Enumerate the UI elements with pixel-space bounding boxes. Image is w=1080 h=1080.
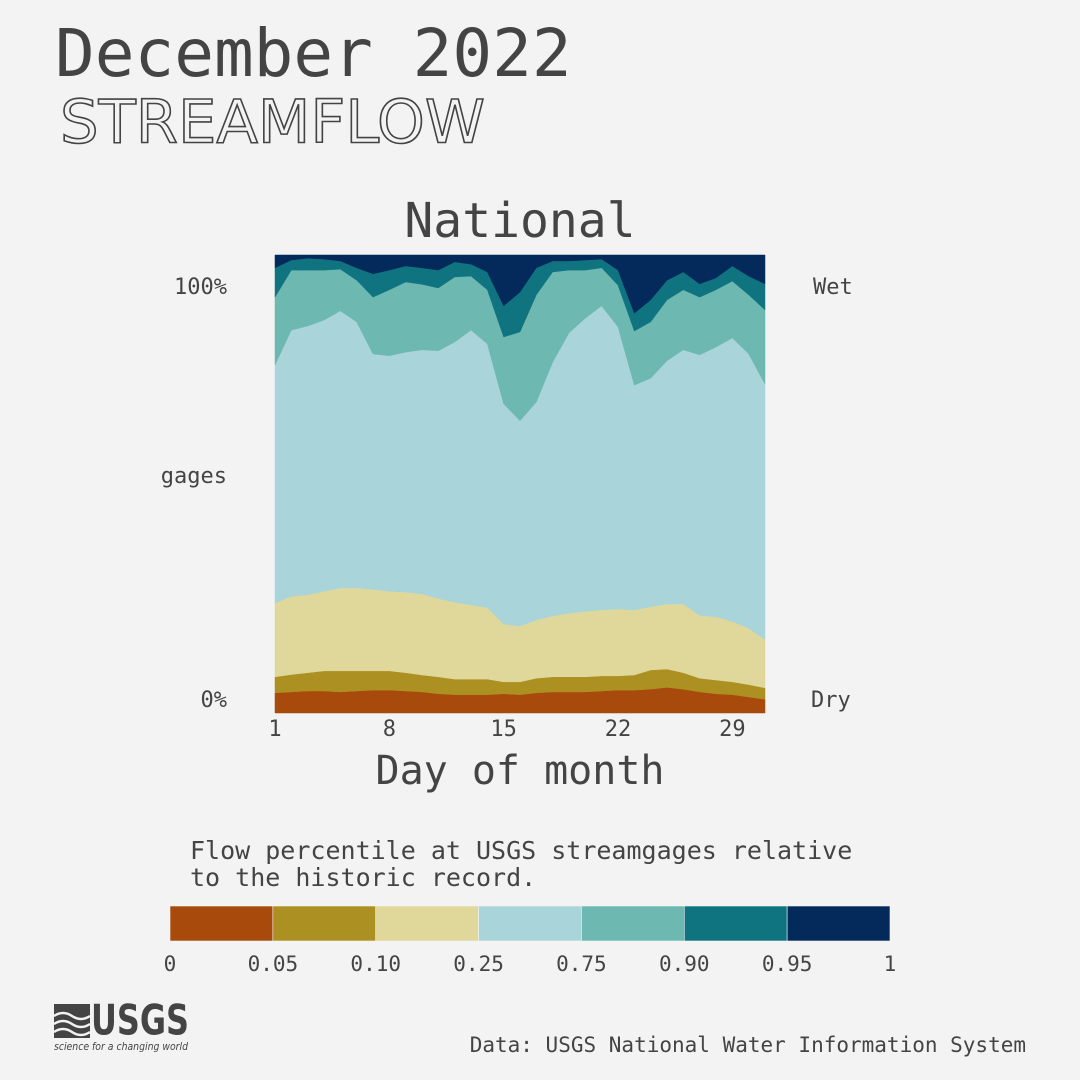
legend-swatch: [169, 905, 274, 942]
side-label: gages: [161, 464, 227, 489]
legend-swatch: [375, 905, 479, 942]
legend-tick-label: 0.10: [350, 952, 401, 976]
area-band: [274, 254, 766, 314]
x-tick-label: 29: [719, 717, 746, 742]
legend-tick-label: 0.25: [453, 952, 504, 976]
legend-tick-label: 0.05: [248, 952, 299, 976]
legend-tick-label: 0: [164, 952, 177, 976]
x-tick-label: 8: [383, 717, 396, 742]
legend-swatch: [478, 905, 582, 942]
legend-swatch: [683, 905, 788, 942]
logo-name: USGS: [91, 996, 189, 1045]
logo-waves: [53, 1011, 91, 1037]
x-tick-label: 1: [268, 717, 281, 742]
legend-tick-label: 1: [884, 952, 897, 976]
side-label: 0%: [201, 688, 228, 713]
page-subtitle: STREAMFLOW: [60, 88, 485, 158]
legend-swatch: [786, 905, 891, 942]
legend-swatch: [581, 905, 685, 942]
side-label: Dry: [811, 688, 851, 713]
side-label: 100%: [174, 275, 227, 300]
logo-tagline: science for a changing world: [54, 1041, 188, 1053]
page-title: December 2022: [55, 15, 572, 92]
legend-tick-label: 0.95: [762, 952, 813, 976]
legend-swatch: [272, 905, 377, 942]
side-label: Wet: [813, 275, 853, 300]
source-note: Data: USGS National Water Information Sy…: [470, 1033, 1026, 1057]
legend-tick-label: 0.90: [659, 952, 710, 976]
x-tick-label: 15: [490, 717, 517, 742]
legend-caption: Flow percentile at USGS streamgages rela…: [190, 836, 852, 865]
usgs-logo: USGS science for a changing world: [53, 996, 189, 1053]
x-tick-label: 22: [605, 717, 632, 742]
x-axis-label: Day of month: [376, 748, 665, 794]
chart-title: National: [404, 193, 635, 249]
legend-tick-label: 0.75: [556, 952, 607, 976]
legend-caption: to the historic record.: [190, 863, 536, 892]
